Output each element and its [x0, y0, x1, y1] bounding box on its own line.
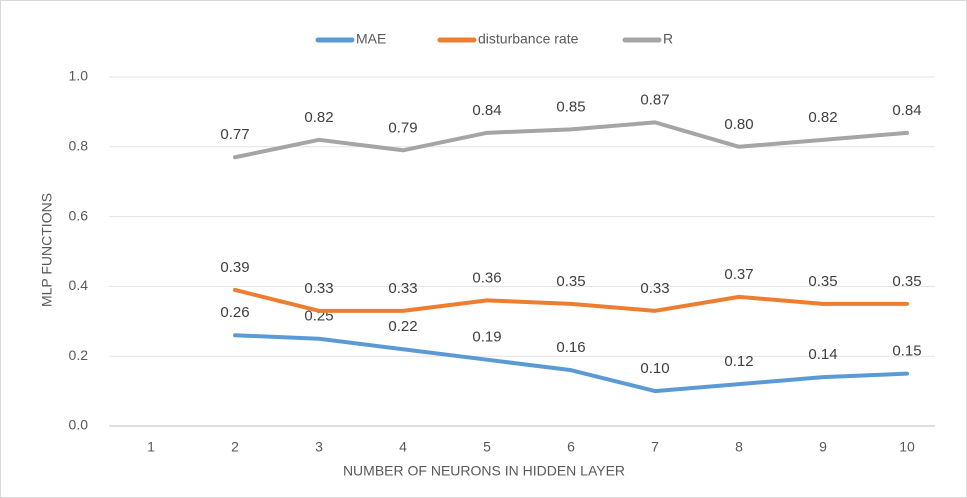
- y-tick-label: 0.0: [69, 417, 89, 433]
- y-axis-label: MLP FUNCTIONS: [39, 193, 55, 307]
- data-label: 0.33: [388, 280, 417, 297]
- y-tick-label: 1.0: [69, 68, 89, 84]
- y-tick-label: 0.2: [69, 347, 89, 363]
- x-tick-label: 9: [819, 439, 827, 455]
- data-label: 0.87: [640, 91, 669, 108]
- data-label: 0.82: [304, 109, 333, 126]
- data-label: 0.80: [724, 116, 753, 133]
- data-label: 0.12: [724, 353, 753, 370]
- data-label: 0.84: [472, 102, 501, 119]
- data-label: 0.33: [640, 280, 669, 297]
- data-label: 0.79: [388, 119, 417, 136]
- data-label: 0.35: [556, 273, 585, 290]
- legend-label: disturbance rate: [478, 31, 579, 47]
- x-tick-label: 1: [147, 439, 155, 455]
- data-label: 0.39: [220, 259, 249, 276]
- data-label: 0.77: [220, 126, 249, 143]
- data-label: 0.22: [388, 318, 417, 335]
- y-tick-label: 0.4: [69, 277, 89, 293]
- data-label: 0.85: [556, 98, 585, 115]
- y-tick-label: 0.6: [69, 207, 89, 223]
- y-tick-label: 0.8: [69, 138, 89, 154]
- x-tick-label: 2: [231, 439, 239, 455]
- data-label: 0.35: [892, 273, 921, 290]
- legend-label: R: [663, 31, 673, 47]
- x-tick-label: 10: [899, 439, 915, 455]
- data-label: 0.19: [472, 329, 501, 346]
- data-label: 0.35: [808, 273, 837, 290]
- series-line: [233, 333, 909, 394]
- data-label: 0.26: [220, 304, 249, 321]
- series-line: [233, 120, 909, 160]
- x-tick-label: 7: [651, 439, 659, 455]
- x-tick-label: 8: [735, 439, 743, 455]
- data-label: 0.36: [472, 269, 501, 286]
- data-label: 0.15: [892, 343, 921, 360]
- data-label: 0.10: [640, 360, 669, 377]
- data-label: 0.37: [724, 266, 753, 283]
- legend-label: MAE: [356, 31, 386, 47]
- data-label: 0.84: [892, 102, 921, 119]
- x-tick-label: 4: [399, 439, 407, 455]
- series-line: [233, 287, 909, 313]
- data-label: 0.14: [808, 346, 837, 363]
- data-label: 0.16: [556, 339, 585, 356]
- x-tick-label: 6: [567, 439, 575, 455]
- x-tick-label: 5: [483, 439, 491, 455]
- data-label: 0.33: [304, 280, 333, 297]
- data-label: 0.82: [808, 109, 837, 126]
- x-axis-label: NUMBER OF NEURONS IN HIDDEN LAYER: [343, 463, 625, 479]
- x-tick-label: 3: [315, 439, 323, 455]
